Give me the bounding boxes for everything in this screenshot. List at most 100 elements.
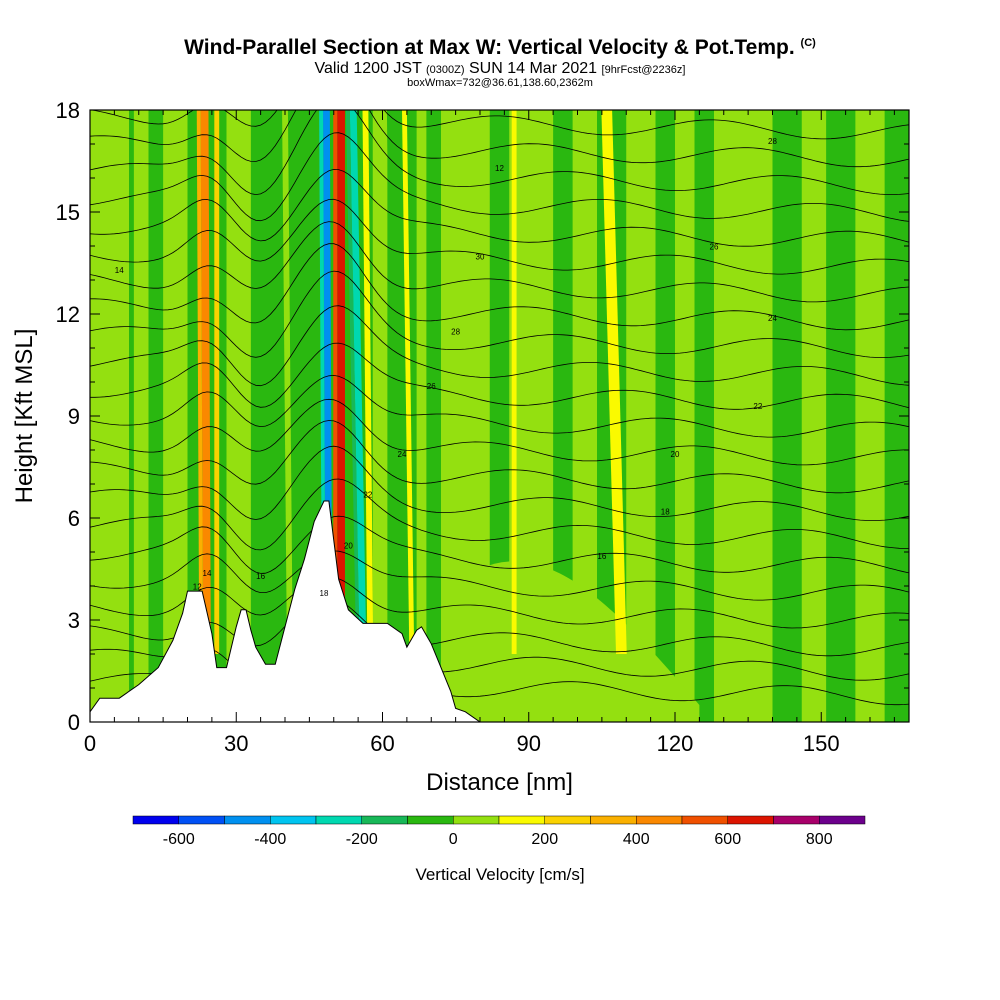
field-weak-ascent bbox=[675, 110, 695, 722]
theta-contour bbox=[90, 198, 909, 275]
y-tick-label: 6 bbox=[68, 506, 80, 531]
colorbar-tick-label: 400 bbox=[623, 831, 650, 848]
contour-label: 20 bbox=[344, 542, 353, 551]
colorbar-bin-7 bbox=[453, 815, 500, 825]
x-tick-label: 90 bbox=[517, 731, 541, 756]
theta-contour bbox=[90, 132, 909, 222]
colorbar-bin-0 bbox=[132, 815, 179, 825]
colorbar-bin-12 bbox=[681, 815, 728, 825]
chart-title: Wind-Parallel Section at Max W: Vertical… bbox=[184, 36, 816, 59]
chart-subtitle: Valid 1200 JST (0300Z) SUN 14 Mar 2021 [… bbox=[314, 60, 686, 77]
field-weak-ascent bbox=[133, 110, 149, 722]
y-axis-title: Height [Kft MSL] bbox=[11, 329, 38, 504]
colorbar-tick-label: 0 bbox=[449, 831, 458, 848]
contour-label: 16 bbox=[256, 572, 265, 581]
w-band-edge-2 bbox=[333, 110, 338, 654]
colorbar-bin-14 bbox=[773, 815, 820, 825]
colorbar-tick-label: 800 bbox=[806, 831, 833, 848]
colorbar-bin-1 bbox=[178, 815, 225, 825]
colorbar-bin-15 bbox=[819, 815, 866, 825]
x-tick-label: 150 bbox=[803, 731, 840, 756]
colorbar-bin-2 bbox=[224, 815, 271, 825]
contour-label: 12 bbox=[193, 582, 202, 591]
w-band-12 bbox=[601, 110, 627, 654]
colorbar-bin-10 bbox=[590, 815, 637, 825]
contour-label: 20 bbox=[671, 450, 680, 459]
theta-contour bbox=[90, 478, 909, 551]
contour-label: 14 bbox=[203, 569, 212, 578]
contour-label: 12 bbox=[495, 164, 504, 173]
w-band-8 bbox=[362, 110, 374, 654]
colorbar-bin-6 bbox=[407, 815, 454, 825]
theta-contour bbox=[90, 445, 909, 521]
contour-label: 30 bbox=[476, 253, 485, 262]
theta-contour bbox=[90, 110, 909, 140]
w-band-edge-4 bbox=[345, 110, 360, 654]
theta-contour bbox=[90, 420, 909, 494]
colorbar-tick-label: -200 bbox=[346, 831, 378, 848]
contour-label: 22 bbox=[753, 402, 762, 411]
field-weak-ascent bbox=[714, 110, 773, 722]
contour-label: 28 bbox=[768, 137, 777, 146]
w-band-6 bbox=[299, 110, 313, 654]
colorbar-tick-label: -400 bbox=[254, 831, 286, 848]
theta-contour bbox=[90, 110, 909, 168]
field-weak-ascent bbox=[416, 110, 427, 722]
x-tick-label: 60 bbox=[370, 731, 394, 756]
theta-contour bbox=[90, 305, 909, 387]
colorbar-bin-3 bbox=[270, 815, 317, 825]
colorbar-bin-4 bbox=[315, 815, 362, 825]
theta-contour bbox=[90, 342, 909, 410]
y-tick-label: 9 bbox=[68, 404, 80, 429]
theta-contour bbox=[90, 398, 909, 466]
chart-boxwmax: boxWmax=732@36.61,138.60,2362m bbox=[407, 77, 593, 89]
colorbar-tick-label: -600 bbox=[163, 831, 195, 848]
w-band-0 bbox=[200, 110, 211, 654]
w-band-7 bbox=[282, 110, 293, 654]
theta-contour bbox=[90, 597, 909, 657]
colorbar-tick-label: 200 bbox=[531, 831, 558, 848]
contour-label: 18 bbox=[661, 508, 670, 517]
copyright-mark: (C) bbox=[800, 37, 816, 49]
x-tick-label: 0 bbox=[84, 731, 96, 756]
theta-contour bbox=[90, 617, 909, 681]
colorbar-bin-11 bbox=[636, 815, 683, 825]
contour-label: 24 bbox=[398, 450, 407, 459]
x-axis-title: Distance [nm] bbox=[426, 769, 573, 796]
field-weak-ascent bbox=[626, 110, 656, 722]
y-tick-label: 3 bbox=[68, 608, 80, 633]
contour-label: 14 bbox=[115, 266, 124, 275]
contour-label: 28 bbox=[451, 327, 460, 336]
contour-label: 24 bbox=[768, 314, 777, 323]
w-band-2 bbox=[337, 110, 345, 654]
colorbar-bin-9 bbox=[544, 815, 591, 825]
y-tick-label: 0 bbox=[68, 710, 80, 735]
colorbar-bin-8 bbox=[498, 815, 545, 825]
w-band-edge-0 bbox=[196, 110, 204, 654]
field-weak-ascent bbox=[801, 110, 827, 722]
theta-contour bbox=[90, 550, 909, 601]
contour-label: 16 bbox=[597, 552, 606, 561]
contour-label: 18 bbox=[320, 589, 329, 598]
y-tick-label: 18 bbox=[56, 98, 80, 123]
theta-contour bbox=[90, 576, 909, 629]
colorbar-tick-label: 600 bbox=[714, 831, 741, 848]
field-weak-ascent-lowlevel bbox=[480, 561, 700, 722]
theta-contour bbox=[90, 110, 909, 196]
x-tick-label: 120 bbox=[657, 731, 694, 756]
w-band-11 bbox=[402, 110, 415, 654]
w-band-9 bbox=[375, 110, 385, 654]
y-tick-label: 15 bbox=[56, 200, 80, 225]
terrain bbox=[90, 500, 481, 722]
theta-contour bbox=[90, 374, 909, 438]
theta-contour bbox=[90, 168, 909, 247]
colorbar-label: Vertical Velocity [cm/s] bbox=[415, 865, 584, 884]
y-tick-label: 12 bbox=[56, 302, 80, 327]
field-weak-ascent bbox=[855, 110, 885, 722]
x-tick-label: 30 bbox=[224, 731, 248, 756]
contour-label: 22 bbox=[363, 491, 372, 500]
theta-contour bbox=[90, 243, 909, 331]
theta-contour bbox=[90, 270, 909, 358]
